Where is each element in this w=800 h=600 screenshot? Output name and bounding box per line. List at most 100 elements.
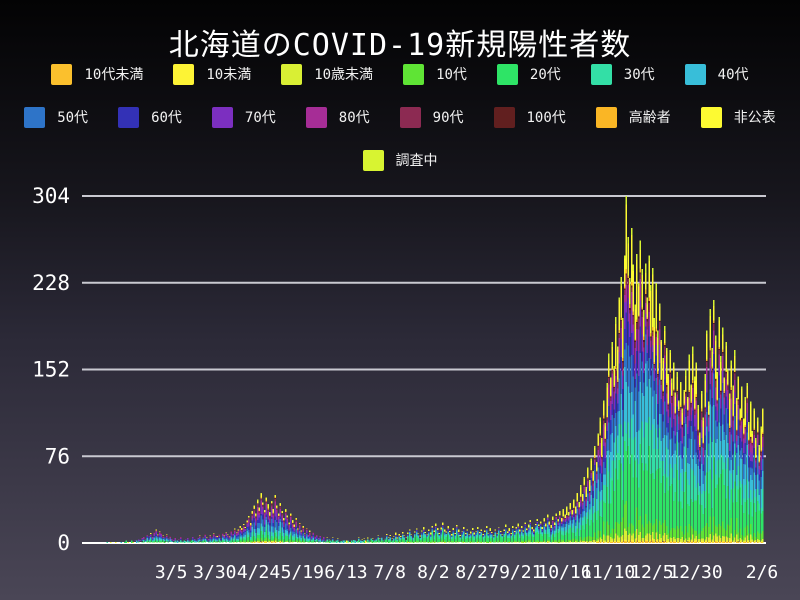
bar-segment [508,528,511,529]
bar-segment [564,520,566,523]
bar-segment [461,530,463,532]
bar-segment [574,525,577,533]
bar-segment [559,519,561,523]
bar-segment [702,484,705,492]
bar-segment [492,538,495,540]
bar-segment [533,529,535,532]
bar-segment [749,438,752,444]
bar-segment [627,422,629,447]
bar-segment [443,534,446,537]
bar-segment [265,503,268,508]
bar-segment [609,395,612,397]
bar-segment [620,320,622,328]
bar-segment [307,542,310,543]
bar-segment [734,443,736,452]
bar-segment [734,371,736,374]
bar-segment [181,542,184,543]
bar-segment [270,501,273,504]
bar-segment [728,541,731,543]
bar-segment [713,330,715,346]
bar-segment [207,539,210,540]
bar-segment [683,541,685,543]
bar-segment [307,537,310,540]
bar-segment [728,470,731,500]
bar-segment [604,540,607,543]
bar-segment [485,525,488,527]
bar-segment [623,289,626,295]
bar-segment [248,522,250,527]
bar-segment [664,493,666,520]
bar-segment [489,538,491,542]
bar-segment [137,539,140,541]
bar-segment [480,541,483,543]
bar-segment [648,541,650,543]
bar-segment [672,540,675,542]
bar-segment [412,539,414,541]
bar-segment [641,269,643,276]
bar-segment [564,518,566,520]
bar-segment [445,531,448,533]
bar-segment [223,538,226,540]
bar-segment [636,341,638,351]
bar-segment [587,478,589,479]
bar-segment [655,333,657,337]
bar-segment [480,534,483,537]
bar-segment [685,409,687,417]
bar-segment [686,415,689,428]
bar-segment [594,497,596,513]
bar-segment [695,487,698,501]
bar-segment [298,527,301,530]
bar-segment [643,540,645,543]
bar-segment [436,532,439,535]
bar-segment [415,530,418,532]
bar-segment [573,519,575,526]
bar-segment [167,540,170,542]
bar-segment [475,530,477,532]
bar-segment [634,340,636,343]
bar-segment [531,529,533,530]
bar-segment [735,400,738,430]
bar-segment [599,455,601,466]
bar-segment [349,541,351,543]
bar-segment [601,459,603,467]
bar-segment [337,540,339,542]
bar-segment [414,536,416,542]
bar-segment [751,431,754,434]
bar-segment [571,539,573,542]
bar-segment [422,530,425,532]
bar-segment [475,538,477,542]
bar-segment [727,524,729,538]
bar-segment [435,528,437,529]
bar-segment [728,541,731,542]
bar-segment [618,423,621,460]
bar-segment [304,538,306,540]
bar-segment [519,534,521,537]
bar-segment [515,534,518,542]
bar-segment [529,524,532,527]
bar-segment [503,536,505,541]
bar-segment [143,539,145,541]
bar-segment [326,542,329,543]
bar-segment [284,523,287,531]
bar-segment [265,507,268,515]
bar-segment [587,518,589,537]
bar-segment [613,409,615,418]
bar-segment [686,396,689,399]
bar-segment [543,530,545,535]
bar-segment [199,536,201,538]
bar-segment [352,539,355,541]
bar-segment [309,536,311,539]
bar-segment [314,538,316,540]
bar-segment [615,468,617,523]
bar-segment [527,539,530,542]
bar-segment [742,443,745,453]
bar-segment [746,421,748,433]
bar-segment [658,306,661,320]
bar-segment [232,534,234,536]
bar-segment [470,535,472,538]
bar-segment [246,537,248,541]
bar-segment [253,540,255,542]
bar-segment [380,538,383,540]
bar-segment [158,537,161,538]
bar-segment [534,526,537,528]
